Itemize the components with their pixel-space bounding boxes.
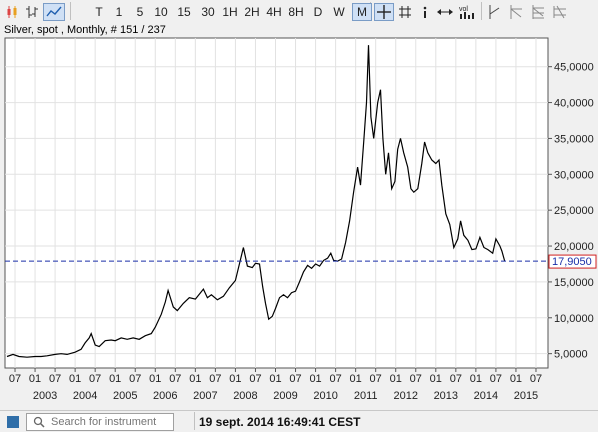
- y-tick-label: 20,0000: [554, 241, 594, 253]
- plot-background[interactable]: [4, 37, 549, 369]
- period-button-t[interactable]: T: [95, 5, 103, 19]
- x-year-label: 2006: [153, 390, 177, 402]
- y-tick-label: 45,0000: [554, 62, 594, 74]
- current-price-badge: [548, 254, 597, 269]
- x-year-label: 2009: [273, 390, 297, 402]
- settings-icon[interactable]: [551, 3, 569, 21]
- x-month-label: 01: [189, 373, 201, 385]
- x-year-label: 2003: [33, 390, 57, 402]
- period-button-1[interactable]: 1: [115, 5, 123, 19]
- trendline-icon[interactable]: [485, 3, 503, 21]
- x-year-label: 2012: [393, 390, 417, 402]
- x-month-label: 07: [169, 373, 181, 385]
- y-tick-label: 10,0000: [554, 313, 594, 325]
- x-month-label: 01: [309, 373, 321, 385]
- x-month-label: 01: [109, 373, 121, 385]
- pan-icon[interactable]: [436, 3, 454, 21]
- period-button-w[interactable]: W: [333, 5, 345, 19]
- period-button-m[interactable]: M: [352, 3, 372, 21]
- period-button-10[interactable]: 10: [154, 5, 168, 19]
- x-year-label: 2013: [434, 390, 458, 402]
- grid-icon[interactable]: [396, 3, 414, 21]
- y-tick-label: 25,0000: [554, 205, 594, 217]
- search-icon: [33, 416, 45, 428]
- period-button-5[interactable]: 5: [136, 5, 144, 19]
- server-timestamp: 19 sept. 2014 16:49:41 CEST: [199, 415, 361, 429]
- x-year-label: 2007: [193, 390, 217, 402]
- y-tick-label: 40,0000: [554, 98, 594, 110]
- x-month-label: 07: [450, 373, 462, 385]
- y-tick-label: 30,0000: [554, 169, 594, 181]
- x-month-label: 01: [269, 373, 281, 385]
- x-month-label: 01: [69, 373, 81, 385]
- x-month-label: 01: [350, 373, 362, 385]
- x-month-label: 01: [470, 373, 482, 385]
- status-bar: 19 sept. 2014 16:49:41 CEST: [0, 410, 598, 432]
- y-tick-label: 35,0000: [554, 133, 594, 145]
- x-year-label: 2004: [73, 390, 97, 402]
- toolbar-separator: [70, 2, 71, 20]
- crosshair-icon[interactable]: [374, 3, 394, 21]
- search-input[interactable]: [49, 415, 173, 429]
- toolbar: vol T 1 5 10 15 30 1H 2H 4H 8H D W M: [0, 0, 598, 24]
- x-year-label: 2014: [474, 390, 498, 402]
- y-tick-label: 15,0000: [554, 277, 594, 289]
- x-month-label: 01: [29, 373, 41, 385]
- x-month-label: 01: [149, 373, 161, 385]
- chart-area[interactable]: 5,0000 10,0000 15,0000 20,0000 25,0000 30,000…: [0, 0, 598, 410]
- period-button-2h[interactable]: 2H: [244, 5, 260, 19]
- x-month-label: 07: [329, 373, 341, 385]
- x-month-label: 07: [490, 373, 502, 385]
- search-box[interactable]: [26, 413, 174, 431]
- pitchfork-icon[interactable]: [529, 3, 547, 21]
- connection-status-icon: [7, 416, 19, 428]
- x-year-label: 2008: [233, 390, 257, 402]
- period-button-1h[interactable]: 1H: [222, 5, 238, 19]
- y-tick-label: 5,0000: [554, 349, 588, 361]
- fibonacci-icon[interactable]: [507, 3, 525, 21]
- x-month-label: 07: [249, 373, 261, 385]
- x-month-label: 07: [49, 373, 61, 385]
- x-month-label: 07: [89, 373, 101, 385]
- candlestick-icon[interactable]: [3, 3, 21, 21]
- x-month-label: 07: [370, 373, 382, 385]
- x-month-label: 01: [430, 373, 442, 385]
- x-month-label: 01: [390, 373, 402, 385]
- x-month-label: 07: [9, 373, 21, 385]
- svg-text:vol: vol: [459, 6, 468, 13]
- period-button-30[interactable]: 30: [201, 5, 215, 19]
- period-button-d[interactable]: D: [313, 5, 323, 19]
- x-month-label: 07: [410, 373, 422, 385]
- ohlc-icon[interactable]: [23, 3, 41, 21]
- x-year-label: 2011: [354, 390, 378, 402]
- x-month-label: 07: [129, 373, 141, 385]
- current-price-label: 17,9050: [552, 256, 592, 268]
- x-month-label: 07: [530, 373, 542, 385]
- status-separator: [194, 412, 195, 430]
- x-year-label: 2015: [514, 390, 538, 402]
- line-chart-icon[interactable]: [43, 3, 65, 21]
- x-year-label: 2010: [313, 390, 337, 402]
- x-month-label: 01: [229, 373, 241, 385]
- period-button-15[interactable]: 15: [177, 5, 191, 19]
- x-month-label: 01: [510, 373, 522, 385]
- price-series-line: [6, 45, 506, 358]
- x-month-label: 07: [289, 373, 301, 385]
- period-button-4h[interactable]: 4H: [266, 5, 282, 19]
- period-button-8h[interactable]: 8H: [288, 5, 304, 19]
- x-month-label: 07: [209, 373, 221, 385]
- toolbar-separator: [481, 2, 482, 20]
- chart-title: Silver, spot , Monthly, # 151 / 237: [4, 24, 166, 36]
- info-icon[interactable]: [418, 3, 432, 21]
- x-year-label: 2005: [113, 390, 137, 402]
- volume-icon[interactable]: vol: [457, 3, 477, 21]
